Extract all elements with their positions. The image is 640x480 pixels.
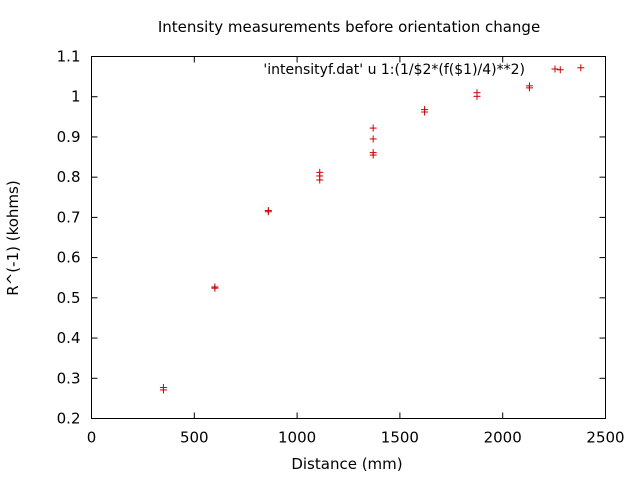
data-point — [369, 135, 377, 143]
data-point — [159, 386, 167, 394]
data-point — [316, 176, 324, 184]
data-point — [525, 84, 533, 92]
chart-title: Intensity measurements before orientatio… — [158, 18, 540, 36]
data-points — [159, 64, 585, 394]
x-tick-label: 1500 — [381, 429, 419, 447]
y-tick-label: 0.9 — [57, 128, 81, 146]
data-point — [369, 124, 377, 132]
y-tick-label: 0.8 — [57, 168, 81, 186]
x-tick-label: 1000 — [278, 429, 316, 447]
data-point — [421, 108, 429, 116]
y-tick-label: 0.4 — [57, 329, 81, 347]
data-point — [369, 151, 377, 159]
data-point — [556, 66, 564, 74]
y-tick-label: 0.3 — [57, 369, 81, 387]
data-point — [473, 92, 481, 100]
axis-ticks: 0 500 1000 1500 2000 2500 0.2 0.3 0.4 0.5 0.6 0.7 0.… — [57, 48, 625, 447]
legend-entry-label: 'intensityf.dat' u 1:(1/$2*(f($1)/4)**2) — [263, 62, 525, 78]
y-tick-label: 0.2 — [57, 410, 81, 428]
y-tick-label: 1.1 — [57, 48, 81, 66]
legend-marker — [551, 65, 559, 73]
y-axis-label: R^(-1) (kohms) — [4, 180, 22, 295]
y-tick-label: 1 — [71, 88, 81, 106]
plot-frame — [91, 56, 606, 419]
data-point — [211, 284, 219, 292]
x-tick-label: 2500 — [586, 429, 624, 447]
data-point — [577, 64, 585, 72]
y-tick-label: 0.6 — [57, 249, 81, 267]
y-tick-label: 0.5 — [57, 289, 81, 307]
x-axis-label: Distance (mm) — [291, 455, 402, 473]
data-point — [264, 208, 272, 216]
y-tick-label: 0.7 — [57, 208, 81, 226]
x-tick-label: 2000 — [484, 429, 522, 447]
x-tick-label: 0 — [87, 429, 97, 447]
x-tick-label: 500 — [180, 429, 209, 447]
